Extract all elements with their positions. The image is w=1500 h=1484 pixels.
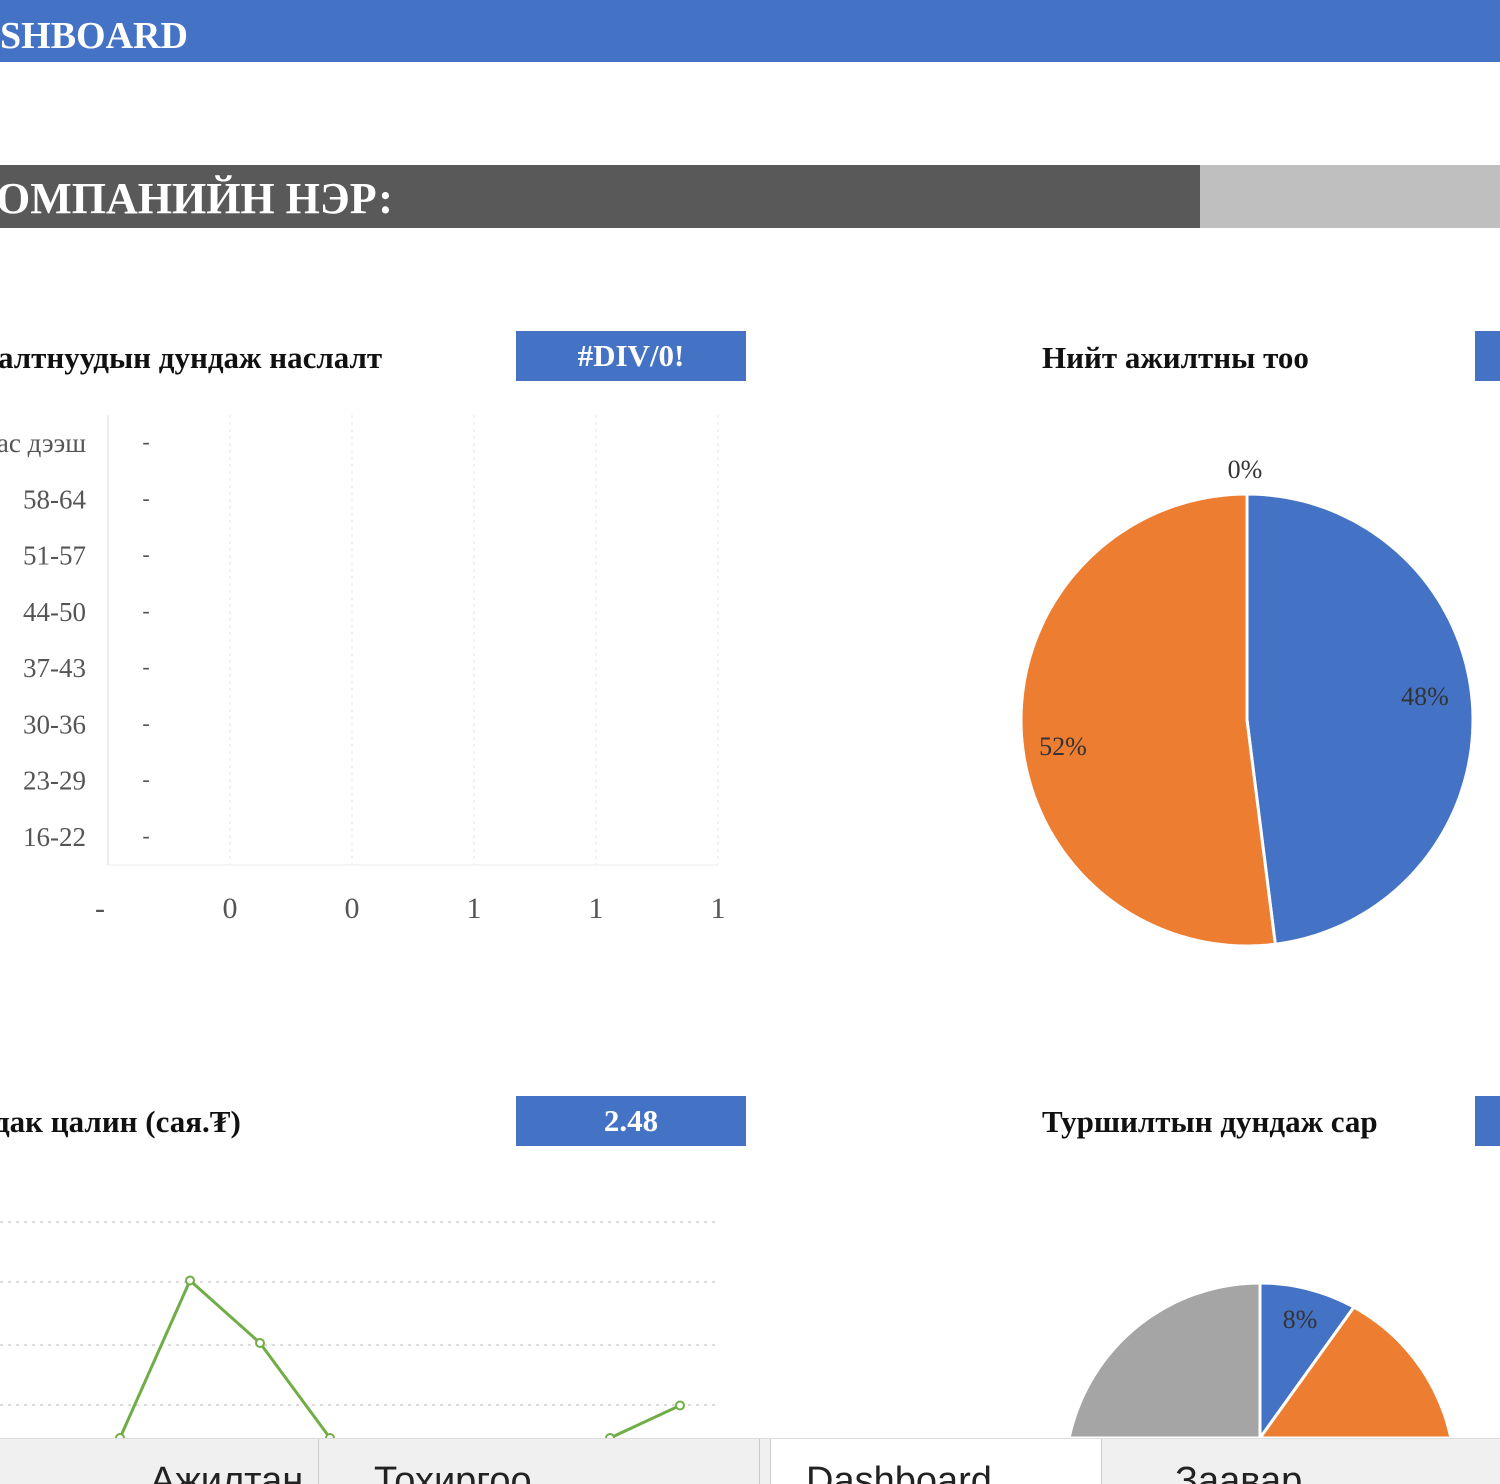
- sheet-tab-label: Ажилтан: [150, 1460, 304, 1484]
- headcount-pie-slice: [1019, 492, 1277, 948]
- sheet-tab-bar: Ажилтан Тохиргоо Dashboard Заавар: [0, 1438, 1500, 1484]
- avg-probation-value: [1475, 1096, 1500, 1146]
- bar-category-label: 37-43: [23, 653, 86, 683]
- bar-data-label: -: [142, 598, 149, 623]
- dashboard-header: SHBOARD: [0, 0, 1500, 62]
- bar-category-label: 23-29: [23, 766, 86, 796]
- bar-x-tick-label: -: [95, 892, 105, 925]
- headcount-pie-slice: [1245, 492, 1475, 946]
- salary-line: [118, 1278, 332, 1439]
- avg-salary-value: 2.48: [516, 1096, 746, 1146]
- bar-data-label: -: [142, 710, 149, 735]
- headcount-value: [1475, 331, 1500, 381]
- salary-line: [609, 1404, 681, 1440]
- sheet-tab-dashboard[interactable]: Dashboard: [770, 1439, 1102, 1484]
- probation-pie-slice-label: 8%: [1283, 1305, 1318, 1334]
- bar-data-label: -: [142, 767, 149, 792]
- sheet-tab-0[interactable]: Ажилтан: [0, 1439, 319, 1484]
- sheet-tab-1[interactable]: Тохиргоо: [319, 1439, 760, 1484]
- headcount-pie-slice-label: 0%: [1228, 455, 1263, 484]
- bar-category-label: ас дээш: [0, 428, 86, 458]
- bar-data-label: -: [142, 485, 149, 510]
- bar-x-tick-label: 1: [711, 892, 726, 925]
- sheet-tab-label: Тохиргоо: [374, 1460, 532, 1484]
- headcount-title: Нийт ажилтны тоо: [1042, 340, 1309, 375]
- bar-data-label: -: [142, 654, 149, 679]
- avg-age-value: #DIV/0!: [516, 331, 746, 381]
- bar-data-label: -: [142, 542, 149, 567]
- avg-salary-title: дак цалин (сая.₮): [0, 1104, 241, 1139]
- bar-data-label: -: [142, 823, 149, 848]
- bar-category-label: 58-64: [23, 484, 86, 514]
- headcount-pie-slice-label: 48%: [1401, 682, 1449, 711]
- bar-x-tick-label: 0: [223, 892, 238, 925]
- salary-line-point: [675, 1400, 685, 1411]
- bar-x-tick-label: 1: [589, 892, 604, 925]
- bar-category-label: 51-57: [23, 541, 86, 571]
- probation-pie-slice: [1258, 1281, 1356, 1440]
- avg-age-title: алтнуудын дундаж наслалт: [0, 340, 383, 375]
- bar-category-label: 30-36: [23, 709, 86, 739]
- sheet-tab-label: Заавар: [1175, 1460, 1303, 1484]
- company-name-value-cell[interactable]: [1200, 165, 1500, 228]
- bar-x-tick-label: 1: [467, 892, 482, 925]
- sheet-tab-label: Dashboard: [806, 1460, 992, 1484]
- avg-probation-title: Туршилтын дундаж сар: [1042, 1104, 1378, 1139]
- dashboard-title: SHBOARD: [0, 15, 188, 57]
- bar-x-tick-label: 0: [345, 892, 360, 925]
- bar-category-label: 44-50: [23, 597, 86, 627]
- company-name-label: ОМПАНИЙН НЭР:: [0, 174, 393, 223]
- company-name-bar: ОМПАНИЙН НЭР:: [0, 165, 1200, 228]
- salary-line-point: [185, 1275, 195, 1286]
- bar-category-label: 16-22: [23, 822, 86, 852]
- probation-pie-slice: [1067, 1281, 1262, 1440]
- headcount-pie-slice-label: 52%: [1039, 732, 1087, 761]
- bar-data-label: -: [142, 429, 149, 454]
- charts-layer: - 0 0 1 1 1 16-22 - 23-29 - 30-36 - 37-43 - 44-50 - 51-5…: [0, 415, 1475, 1440]
- sheet-tab-3[interactable]: Заавар: [1110, 1439, 1500, 1484]
- salary-line-point: [255, 1338, 265, 1348]
